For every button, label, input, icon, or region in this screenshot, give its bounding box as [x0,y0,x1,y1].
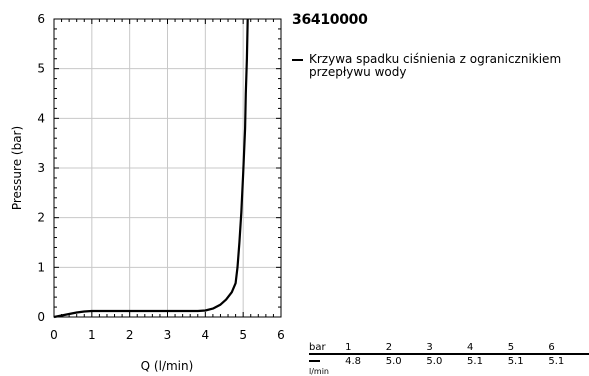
x-tick-labels: 0 1 2 3 4 5 6 [50,328,285,342]
x-tick-label: 0 [50,328,58,342]
y-tick-label: 3 [37,161,45,175]
y-tick-label: 1 [37,260,45,274]
header-cell: 4 [467,341,508,355]
row-unit: l/min [309,367,330,376]
value-cell: 5.1 [467,356,483,367]
x-tick-label: 2 [126,328,134,342]
row-swatch [309,360,320,362]
y-tick-label: 5 [37,62,45,76]
x-tick-label: 4 [202,328,210,342]
flow-table: bar 1 2 3 4 5 6 l/min 4.8 5.0 5.0 5.1 5.… [309,341,589,376]
header-unit: bar [309,341,346,355]
legend: Krzywa spadku ciśnienia z ogranicznikiem… [292,53,572,79]
y-axis-label: Pressure (bar) [10,126,24,210]
header-cell: 2 [385,341,427,355]
series-group [53,18,249,319]
y-tick-label: 6 [37,12,45,26]
series-line [53,18,249,319]
value-cell: 4.8 [345,356,362,367]
y-tick-label: 0 [37,310,45,324]
x-tick-label: 6 [277,328,285,342]
legend-swatch [292,59,303,61]
header-cell: 5 [507,341,549,355]
value-cell: 5.0 [385,356,402,367]
y-tick-label: 4 [37,111,45,125]
header-cell: 1 [345,341,386,355]
x-tick-label: 5 [239,328,247,342]
header-cell: 3 [426,341,468,355]
value-cell: 5.0 [426,356,443,367]
row-unit-cell: l/min [309,354,345,376]
value-cell: 5.1 [507,356,524,367]
x-axis-label: Q (l/min) [141,359,194,373]
header-cell: 6 [548,341,589,355]
x-tick-label: 3 [164,328,172,342]
value-cell: 5.1 [548,356,565,367]
flow-table-header-row: bar 1 2 3 4 5 6 [309,341,589,355]
x-tick-label: 1 [88,328,96,342]
y-tick-label: 2 [37,211,45,225]
y-tick-labels: 0 1 2 3 4 5 6 [37,12,45,324]
plot-frame [53,18,282,318]
legend-label: Krzywa spadku ciśnienia z ogranicznikiem… [309,52,562,79]
flow-table-value-row: l/min 4.8 5.0 5.0 5.1 5.1 5.1 [309,354,589,376]
pressure-flow-chart: 0 1 2 3 4 5 6 0 1 2 3 4 5 6 Q (l/min) Pressure (bar) [10,12,285,373]
chart-title: 36410000 [292,12,368,28]
